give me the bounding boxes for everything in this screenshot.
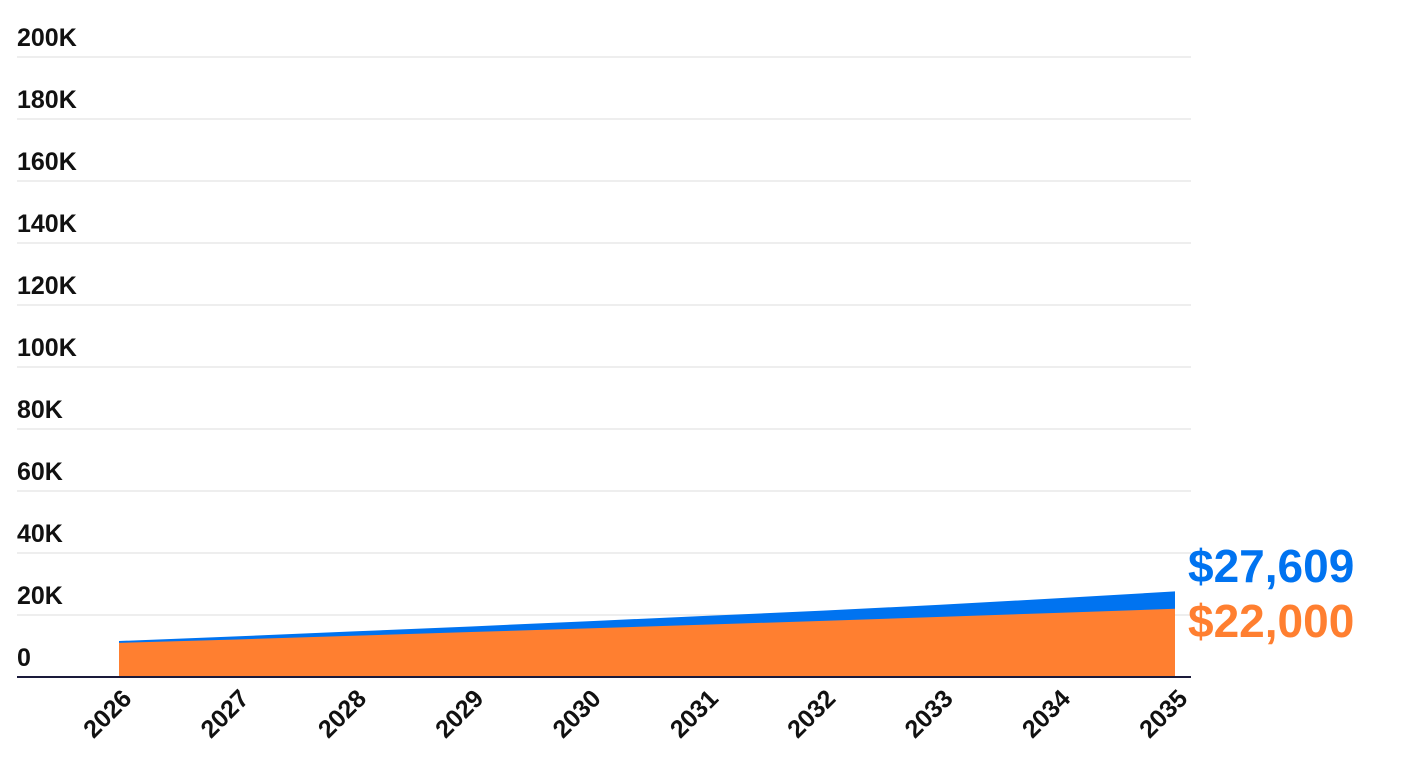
end-value-label: $22,000 bbox=[1188, 595, 1354, 647]
series-area-1 bbox=[119, 608, 1175, 677]
x-tick-label: 2033 bbox=[899, 684, 958, 743]
end-value-label: $27,609 bbox=[1188, 540, 1354, 592]
x-axis-tick-labels: 2026 2027 2028 2029 2030 2031 2032 2033 2034 2035 bbox=[78, 684, 1193, 743]
x-tick-label: 2026 bbox=[78, 684, 137, 743]
y-tick-label: 100K bbox=[17, 334, 77, 362]
x-tick-label: 2027 bbox=[195, 684, 254, 743]
y-tick-label: 60K bbox=[17, 458, 63, 486]
y-tick-label: 0 bbox=[17, 644, 31, 672]
x-tick-label: 2030 bbox=[547, 684, 606, 743]
y-tick-label: 160K bbox=[17, 148, 77, 176]
y-tick-label: 20K bbox=[17, 582, 63, 610]
x-tick-label: 2028 bbox=[313, 684, 372, 743]
plot-areas bbox=[119, 591, 1175, 677]
y-tick-label: 140K bbox=[17, 210, 77, 238]
y-tick-label: 80K bbox=[17, 396, 63, 424]
y-axis-tick-labels: 0 20K 40K 60K 80K 100K 120K 140K 160K 180K 200K bbox=[17, 24, 77, 672]
x-tick-label: 2031 bbox=[665, 684, 724, 743]
x-tick-label: 2035 bbox=[1134, 684, 1193, 743]
y-tick-label: 200K bbox=[17, 24, 77, 52]
x-tick-label: 2034 bbox=[1017, 684, 1076, 743]
x-tick-label: 2029 bbox=[430, 684, 489, 743]
y-tick-label: 180K bbox=[17, 86, 77, 114]
gridlines bbox=[17, 56, 1191, 616]
end-value-labels: $27,609$22,000 bbox=[1188, 540, 1354, 647]
x-tick-label: 2032 bbox=[782, 684, 841, 743]
y-tick-label: 40K bbox=[17, 520, 63, 548]
y-tick-label: 120K bbox=[17, 272, 77, 300]
